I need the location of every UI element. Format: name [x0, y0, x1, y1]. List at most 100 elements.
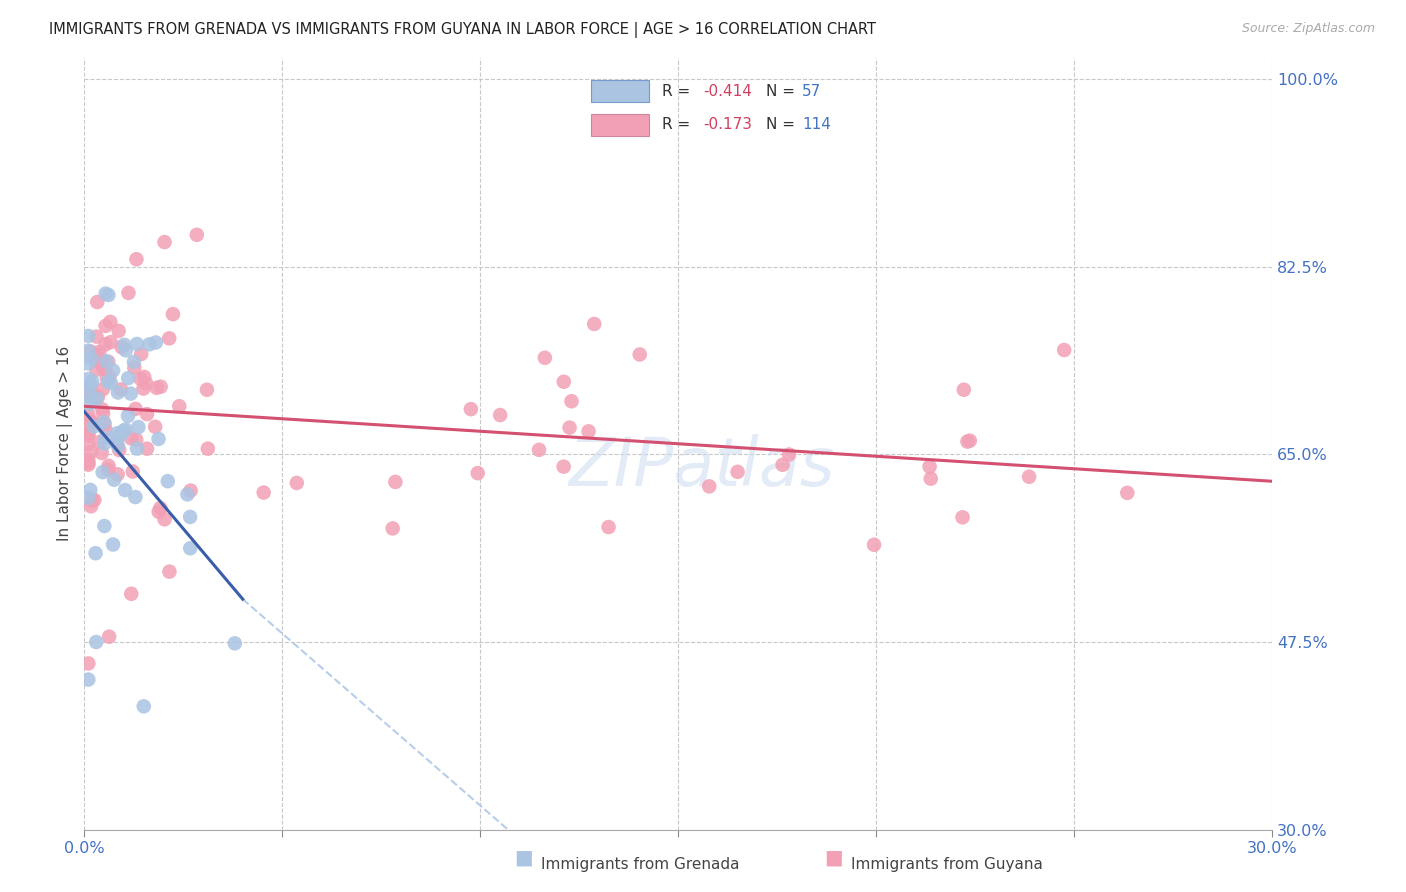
Point [153, 235, 176, 249]
Point [117, 285, 139, 300]
Point [120, 587, 142, 601]
Point [180, 483, 202, 498]
Point [162, 307, 184, 321]
Point [132, 699, 155, 714]
Point [953, 383, 976, 397]
Point [77, 456, 100, 470]
Point [77, 491, 100, 505]
Point [467, 466, 489, 480]
Point [94, 431, 117, 445]
Point [285, 475, 308, 490]
Point [148, 432, 170, 446]
Point [107, 439, 129, 453]
Text: R =: R = [662, 84, 695, 99]
Point [553, 459, 575, 474]
Point [145, 335, 167, 350]
Y-axis label: In Labor Force | Age > 16: In Labor Force | Age > 16 [58, 346, 73, 541]
Point [96, 354, 118, 368]
Point [91, 360, 114, 375]
Point [77, 437, 100, 451]
Point [195, 383, 218, 397]
Point [114, 483, 136, 497]
Point [489, 408, 512, 422]
Text: N =: N = [765, 84, 800, 99]
Point [125, 442, 148, 456]
Point [179, 510, 201, 524]
Point [94, 362, 117, 376]
Point [112, 338, 135, 352]
Point [77, 428, 100, 442]
Point [86, 363, 108, 377]
Point [93, 436, 115, 450]
Point [105, 426, 128, 441]
Point [145, 381, 167, 395]
Point [197, 442, 219, 456]
Point [156, 474, 179, 488]
Point [527, 442, 550, 457]
Point [96, 370, 118, 384]
Point [169, 399, 191, 413]
Point [122, 355, 145, 369]
Point [103, 473, 125, 487]
Point [920, 472, 942, 486]
Point [94, 318, 117, 333]
Point [91, 356, 114, 370]
Point [628, 347, 651, 361]
Point [381, 521, 404, 535]
Point [86, 392, 108, 406]
Text: -0.173: -0.173 [703, 117, 752, 132]
Point [107, 324, 129, 338]
Point [384, 475, 406, 489]
Point [77, 407, 100, 421]
Point [129, 347, 152, 361]
Point [80, 493, 103, 508]
Point [253, 485, 276, 500]
Point [80, 500, 103, 514]
Point [87, 390, 110, 404]
Point [176, 487, 198, 501]
Point [956, 434, 979, 449]
Point [108, 443, 131, 458]
Point [94, 286, 117, 301]
Point [80, 344, 103, 359]
Point [83, 419, 105, 434]
Point [179, 541, 201, 556]
Point [107, 430, 129, 444]
Point [86, 329, 108, 343]
Point [959, 434, 981, 448]
Point [111, 340, 134, 354]
Point [129, 372, 152, 386]
Text: ▪: ▪ [513, 843, 534, 872]
Text: R =: R = [662, 117, 695, 132]
Point [107, 385, 129, 400]
Point [136, 407, 159, 421]
Point [97, 375, 120, 389]
Point [772, 458, 794, 472]
Point [124, 490, 146, 504]
Point [94, 423, 117, 437]
Point [94, 337, 117, 351]
Point [110, 383, 132, 397]
Point [82, 375, 104, 389]
Point [98, 315, 121, 329]
Point [149, 379, 172, 393]
Point [159, 565, 181, 579]
Point [121, 465, 143, 479]
Point [124, 401, 146, 416]
Point [79, 483, 101, 497]
Point [148, 505, 170, 519]
Point [77, 452, 100, 467]
Point [534, 351, 557, 365]
Point [553, 375, 575, 389]
Point [134, 370, 156, 384]
Point [114, 422, 136, 436]
Point [127, 420, 149, 434]
Point [80, 386, 103, 401]
Point [77, 425, 100, 440]
Point [1018, 469, 1040, 483]
Point [1053, 343, 1076, 357]
Point [79, 390, 101, 404]
Point [143, 419, 166, 434]
Point [97, 355, 120, 369]
Point [224, 636, 246, 650]
